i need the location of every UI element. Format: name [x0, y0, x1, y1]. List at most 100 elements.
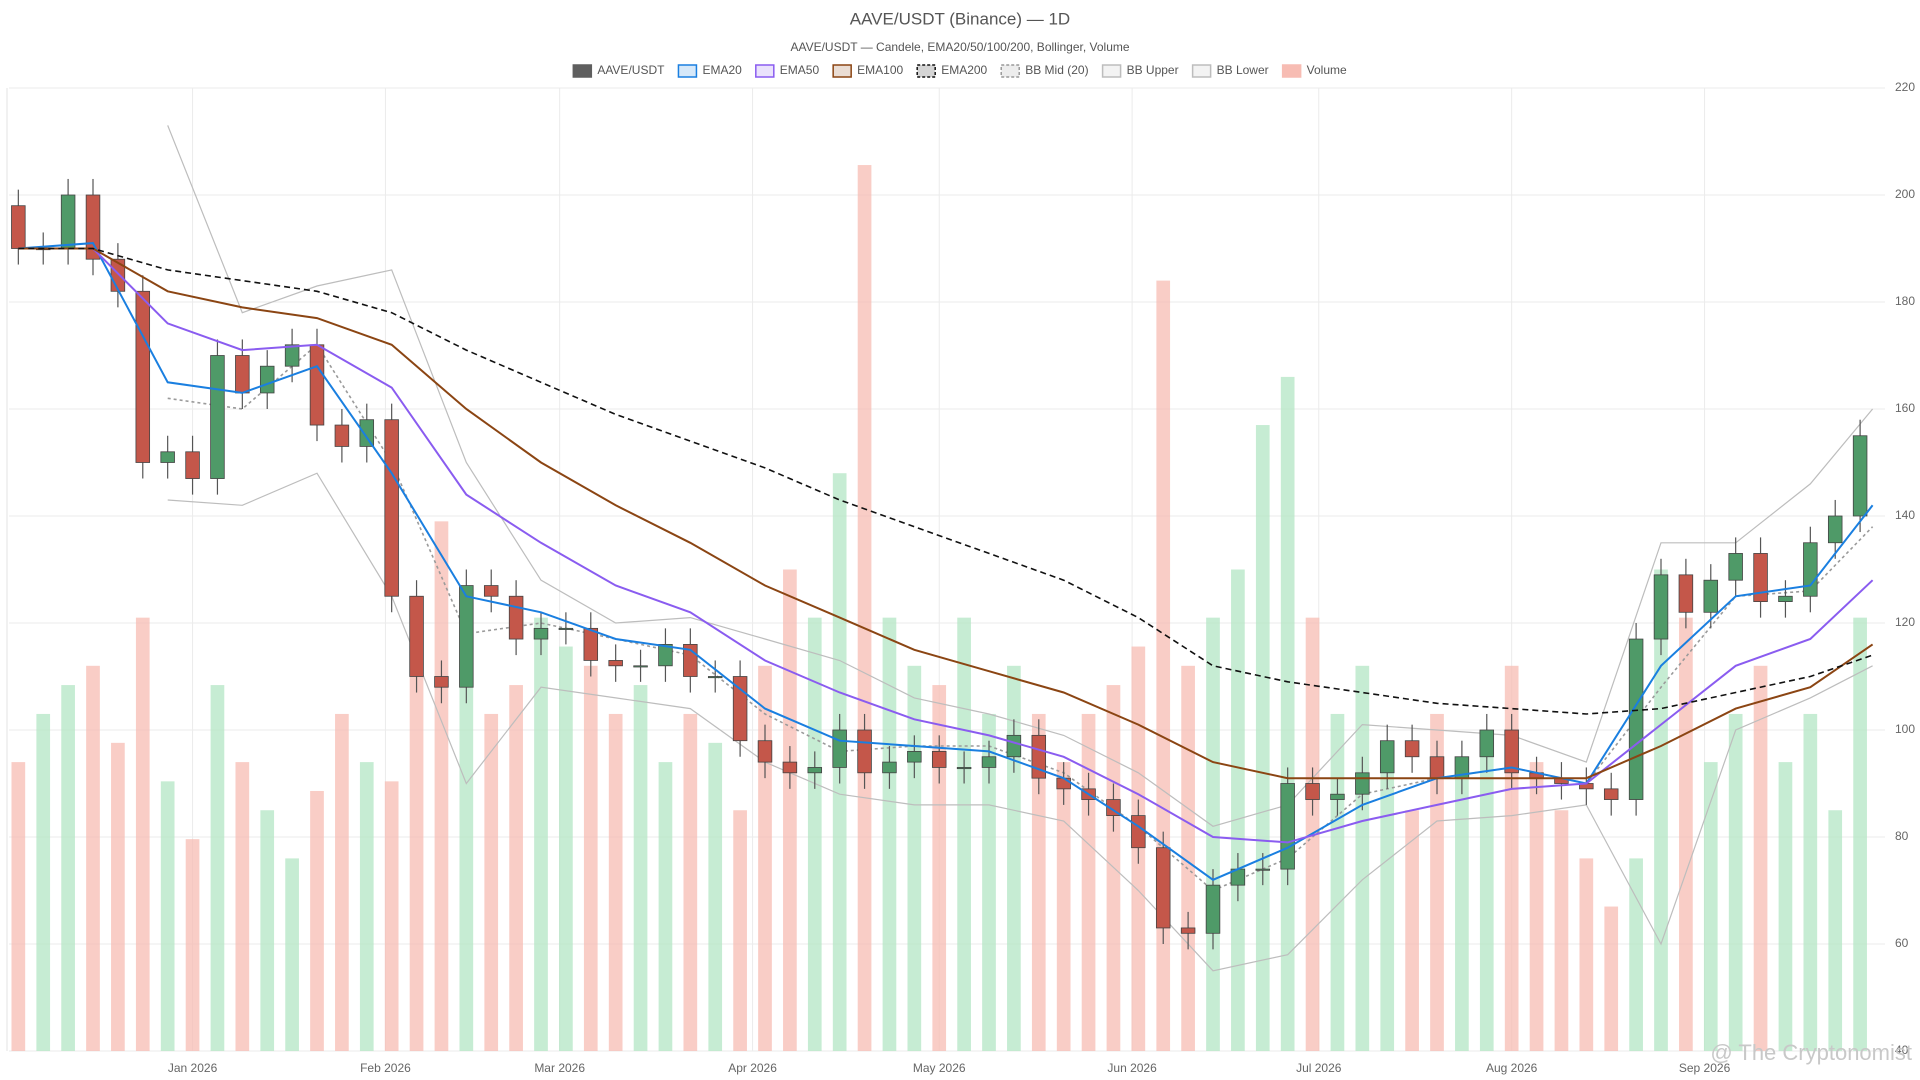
indicator-line [167, 125, 1874, 827]
candle-body [110, 258, 126, 292]
candle-body [533, 627, 549, 640]
candle-body [956, 767, 972, 770]
legend-label: Volume [1307, 63, 1347, 77]
volume-bar [957, 617, 971, 1051]
candle-body [1280, 783, 1295, 870]
y-tick-label: 100 [1895, 722, 1915, 736]
volume-bar [683, 713, 698, 1051]
volume-bar [1355, 665, 1370, 1051]
candle-body [1504, 729, 1519, 774]
candle-body [1429, 756, 1445, 779]
candle-body [1205, 884, 1221, 934]
candle-body [1479, 729, 1495, 758]
x-tick-label: Mar 2026 [534, 1061, 585, 1075]
y-tick-label: 60 [1895, 936, 1909, 950]
indicator-line [167, 343, 1874, 892]
volume-bar [185, 839, 200, 1051]
candle-body [508, 595, 524, 640]
legend: AAVE/USDT EMA20 EMA50 EMA100 EMA200 BB Mid (2… [572, 63, 1347, 78]
volume-bar [608, 713, 623, 1051]
legend-label: EMA100 [857, 63, 903, 77]
line-layer [18, 242, 1874, 881]
volume-bar [160, 781, 175, 1051]
legend-label: BB Mid (20) [1025, 63, 1088, 77]
volume-bar [1405, 810, 1419, 1051]
legend-swatch [1101, 64, 1122, 78]
volume-bar [1330, 713, 1345, 1051]
y-tick-label: 120 [1895, 615, 1915, 629]
volume-bar [285, 858, 299, 1051]
candle-body [807, 767, 823, 774]
volume-bar [1455, 762, 1469, 1051]
candle-body [757, 740, 773, 763]
volume-bar [61, 685, 75, 1051]
volume-bar [907, 665, 922, 1051]
volume-bar [733, 810, 747, 1051]
volume-bar [235, 762, 250, 1051]
candle-body [1778, 595, 1793, 602]
volume-bar [1703, 762, 1718, 1051]
candle-body [1803, 542, 1818, 597]
indicator-line [167, 472, 1873, 972]
x-tick-label: Jul 2026 [1296, 1061, 1342, 1075]
candle-body [1703, 579, 1719, 613]
candle-body [1753, 553, 1768, 603]
volume-bar [434, 521, 449, 1051]
candle-body [658, 644, 673, 667]
grid [9, 87, 1885, 1052]
volume-bar [1803, 713, 1818, 1051]
legend-label: AAVE/USDT [597, 63, 665, 77]
x-tick-label: May 2026 [913, 1061, 966, 1075]
candle-body [1006, 734, 1022, 758]
candle-body [583, 627, 599, 661]
volume-bar [310, 790, 324, 1051]
candle-body [459, 585, 474, 688]
volume-bar [1529, 762, 1544, 1051]
indicator-line [18, 247, 1874, 844]
y-tick-label: 180 [1895, 294, 1915, 308]
chart-title: AAVE/USDT (Binance) — 1D [850, 9, 1070, 28]
x-tick-label: Jun 2026 [1107, 1061, 1157, 1075]
volume-bar [1728, 713, 1743, 1051]
legend-label: BB Upper [1127, 63, 1179, 77]
volume-bar [1828, 810, 1843, 1051]
candle-body [907, 751, 922, 763]
candle-body [931, 751, 947, 768]
candle-body [1603, 788, 1619, 800]
volume-bar [86, 665, 100, 1051]
volume-bar [758, 665, 772, 1051]
candle-body [1728, 553, 1743, 581]
candle-body [235, 355, 250, 394]
volume-bar [1280, 376, 1295, 1051]
volume-bar [783, 569, 797, 1051]
candle-body [483, 585, 499, 597]
x-tick-label: Feb 2026 [360, 1061, 411, 1075]
x-tick-label: Jan 2026 [168, 1061, 218, 1075]
volume-bar [857, 165, 872, 1052]
volume-bar [708, 742, 723, 1051]
legend-label: EMA200 [941, 63, 987, 77]
candle-body [1305, 783, 1320, 800]
candle-body [1155, 847, 1171, 929]
legend-label: EMA20 [702, 63, 742, 77]
volume-bar [583, 665, 598, 1051]
volume-bar [1604, 906, 1619, 1051]
candle-body [359, 419, 375, 447]
volume-bar [1479, 742, 1494, 1051]
candle-body [608, 660, 623, 667]
volume-bar [459, 665, 474, 1051]
volume-bar [11, 762, 26, 1051]
volume-bar [1679, 617, 1693, 1051]
volume-bar [807, 617, 822, 1051]
candle-body [882, 761, 897, 774]
x-tick-label: Apr 2026 [728, 1061, 777, 1075]
candle-body [782, 761, 798, 774]
candle-body [334, 424, 350, 447]
volume-bar [982, 713, 996, 1051]
legend-swatch [1281, 64, 1302, 78]
volume-bar [260, 810, 275, 1051]
volume-bar [210, 685, 225, 1051]
y-tick-label: 80 [1895, 829, 1909, 843]
watermark: @ The Cryptonomist [1710, 1040, 1912, 1065]
